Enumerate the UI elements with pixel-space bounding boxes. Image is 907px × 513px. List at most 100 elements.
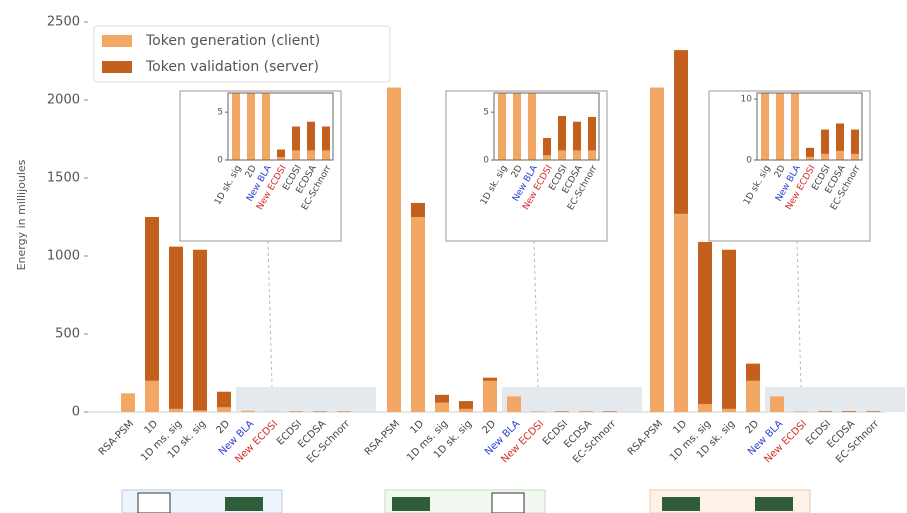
bar-segment: [483, 381, 497, 412]
inset-frame: [709, 91, 870, 241]
inset-bar-segment: [836, 123, 844, 150]
x-tick-label: 1D: [672, 418, 690, 436]
inset-bar-segment: [322, 150, 330, 160]
inset-bar-segment: [821, 154, 829, 160]
bar-segment: [169, 247, 183, 409]
inset-y-tick-label: 0: [483, 156, 489, 166]
inset-bar-segment: [791, 0, 799, 160]
x-tick-label: 2D: [744, 418, 762, 436]
inset-y-tick-label: 10: [741, 95, 753, 105]
inset-frame: [446, 91, 607, 241]
inset-bar-segment: [307, 122, 315, 151]
x-tick-label: RSA-PSM: [363, 418, 402, 457]
device-icons: [122, 490, 810, 513]
inset-bar-segment: [292, 150, 300, 160]
y-axis-label: Energy in millijoules: [15, 159, 28, 270]
bar-segment: [746, 381, 760, 412]
bar-segment: [145, 381, 159, 412]
inset-bar-segment: [558, 150, 566, 160]
inset-bar-segment: [851, 154, 859, 160]
bar-segment: [818, 411, 832, 412]
bar-segment: [217, 392, 231, 408]
inset-y-tick-label: 5: [217, 108, 223, 118]
y-tick-label: 1000: [47, 249, 80, 264]
bar-segment: [746, 364, 760, 381]
inset-bar-segment: [573, 122, 581, 151]
bar-segment: [459, 401, 473, 409]
bar-segment: [411, 217, 425, 412]
y-tick-label: 2000: [47, 93, 80, 108]
bar-segment: [555, 411, 569, 412]
x-tick-label: RSA-PSM: [97, 418, 136, 457]
inset-bar-segment: [513, 0, 521, 160]
inset-frame: [180, 91, 341, 241]
bar-segment: [145, 217, 159, 381]
x-tick-label: 2D: [481, 418, 499, 436]
bar-segment: [698, 242, 712, 404]
bar-segment: [169, 409, 183, 412]
connector: [268, 241, 272, 387]
x-tick-label: 1D: [409, 418, 427, 436]
bar-segment: [217, 407, 231, 412]
y-tick-label: 1500: [47, 171, 80, 186]
bar-segment: [435, 395, 449, 403]
zoom-region: [765, 387, 905, 412]
bar-segment: [435, 403, 449, 412]
bar-segment: [387, 88, 401, 412]
x-tick-label: 1D: [143, 418, 161, 436]
inset-bar-segment: [558, 116, 566, 150]
bar-segment: [842, 411, 856, 412]
inset-bar-segment: [277, 149, 285, 157]
inset-bar-segment: [761, 38, 769, 160]
legend-swatch: [102, 61, 132, 73]
inset-bar-segment: [262, 83, 270, 160]
bar-segment: [121, 393, 135, 412]
bar-segment: [866, 411, 880, 412]
inset-bar-segment: [761, 0, 769, 38]
inset-bar-segment: [498, 0, 506, 160]
inset-bar-segment: [588, 150, 596, 160]
bar-segment: [674, 50, 688, 214]
bar-segment: [603, 411, 617, 412]
inset-bar-segment: [776, 0, 784, 160]
bar-segment: [674, 214, 688, 412]
inset-bar-segment: [836, 151, 844, 160]
y-tick-label: 0: [72, 405, 80, 420]
inset-bar-segment: [292, 127, 300, 151]
inset-bar-segment: [588, 117, 596, 151]
bar-segment: [193, 250, 207, 411]
bar-segment: [459, 409, 473, 412]
legend-label: Token validation (server): [145, 59, 319, 75]
bar-segment: [722, 409, 736, 412]
inset-bar-segment: [851, 130, 859, 154]
y-tick-label: 2500: [47, 15, 80, 30]
bar-segment: [411, 203, 425, 217]
inset-bar-segment: [307, 150, 315, 160]
inset-bar-segment: [806, 148, 814, 157]
bar-segment: [507, 396, 521, 412]
inset-bar-segment: [821, 130, 829, 154]
bar-segment: [241, 411, 255, 412]
legend-swatch: [102, 35, 132, 47]
bar-segment: [483, 378, 497, 381]
chart: Energy in millijoules 050010001500200025…: [0, 0, 907, 513]
y-tick-label: 500: [55, 327, 80, 342]
legend-label: Token generation (client): [145, 33, 320, 49]
x-tick-label: RSA-PSM: [626, 418, 665, 457]
inset-bar-segment: [528, 0, 536, 160]
zoom-region: [502, 387, 642, 412]
zoom-region: [236, 387, 376, 412]
x-tick-label: 2D: [215, 418, 233, 436]
inset-y-tick-label: 0: [746, 156, 752, 166]
inset-bar-segment: [543, 155, 551, 160]
bar-segment: [722, 250, 736, 409]
inset-y-tick-label: 0: [217, 156, 223, 166]
connector: [797, 241, 801, 387]
inset-bar-segment: [322, 127, 330, 151]
inset-y-tick-label: 5: [483, 108, 489, 118]
connector: [534, 241, 538, 387]
bar-segment: [770, 396, 784, 412]
bar-segment: [193, 410, 207, 412]
bar-segment: [698, 404, 712, 412]
bar-segment: [650, 88, 664, 412]
